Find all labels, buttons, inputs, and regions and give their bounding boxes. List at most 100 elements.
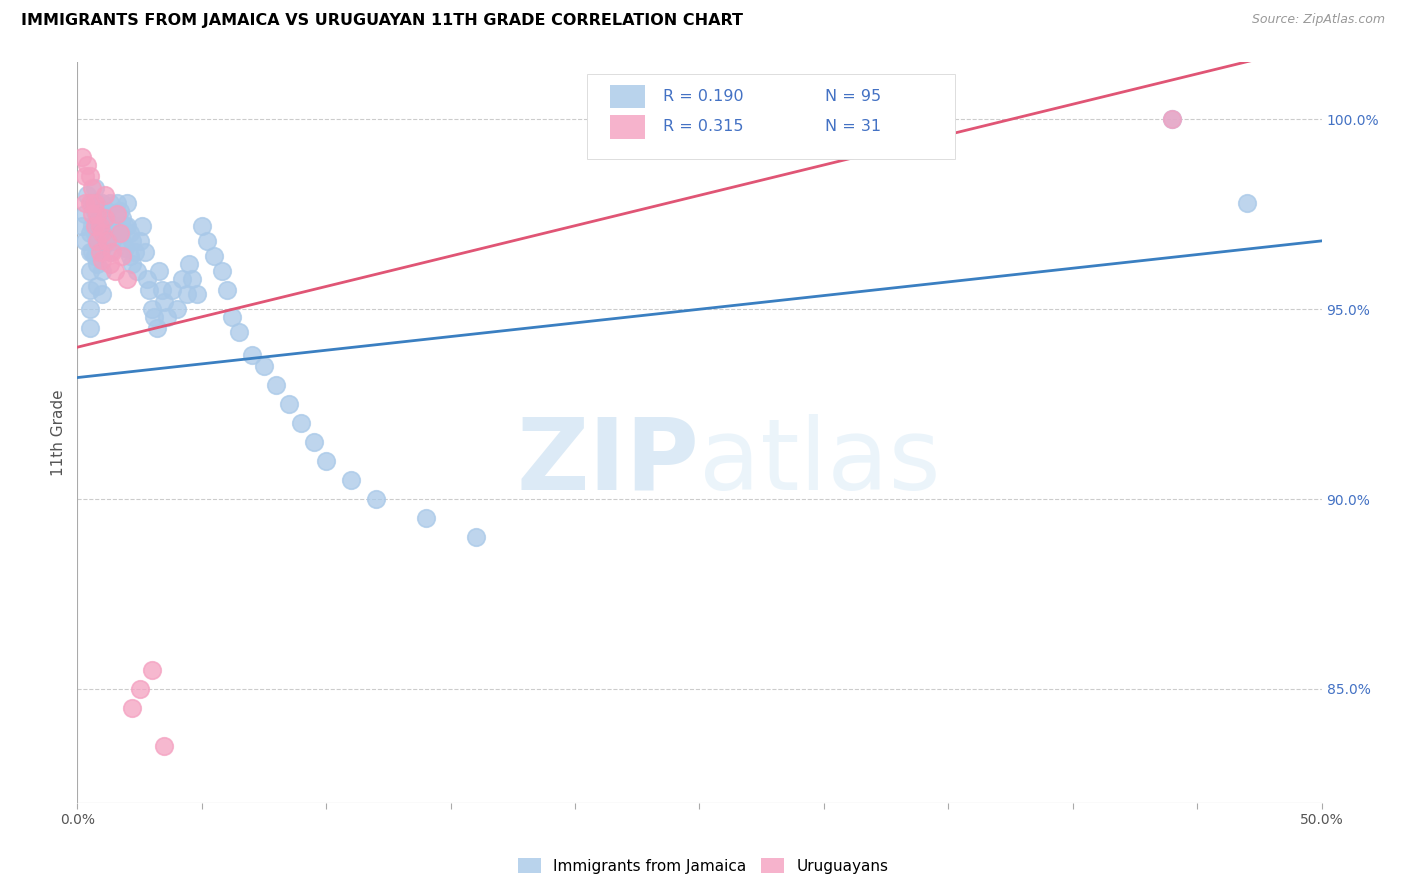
Text: Source: ZipAtlas.com: Source: ZipAtlas.com xyxy=(1251,13,1385,27)
Point xyxy=(121,257,143,271)
Point xyxy=(131,219,153,233)
Point xyxy=(82,207,104,221)
Point xyxy=(277,397,299,411)
Point xyxy=(105,207,128,221)
Point xyxy=(121,701,143,715)
Point xyxy=(89,227,111,241)
Point xyxy=(125,264,148,278)
Point xyxy=(98,245,121,260)
FancyBboxPatch shape xyxy=(610,115,645,138)
Point xyxy=(340,473,363,487)
Point xyxy=(148,264,170,278)
Point xyxy=(76,158,98,172)
Point xyxy=(176,287,198,301)
Point xyxy=(93,211,115,226)
Point xyxy=(364,491,387,506)
Point xyxy=(195,234,218,248)
Point xyxy=(89,245,111,260)
Point xyxy=(79,283,101,297)
Point xyxy=(91,264,114,278)
Point xyxy=(160,283,183,297)
Point xyxy=(86,234,108,248)
Text: atlas: atlas xyxy=(700,414,941,511)
Point xyxy=(79,321,101,335)
Point xyxy=(170,272,193,286)
Point xyxy=(98,257,121,271)
Point xyxy=(108,203,131,218)
Point xyxy=(91,287,114,301)
Point xyxy=(215,283,238,297)
Point xyxy=(93,211,115,226)
Point xyxy=(91,219,114,233)
Point xyxy=(83,219,105,233)
Point xyxy=(73,169,96,184)
Point xyxy=(111,234,134,248)
Point xyxy=(101,245,124,260)
Point xyxy=(138,283,160,297)
Text: N = 31: N = 31 xyxy=(825,120,882,135)
Point xyxy=(464,530,486,544)
Point xyxy=(111,249,134,263)
Point xyxy=(315,454,337,468)
Text: R = 0.190: R = 0.190 xyxy=(664,89,744,104)
Point xyxy=(89,245,111,260)
Point xyxy=(73,207,96,221)
Point xyxy=(86,279,108,293)
Point xyxy=(180,272,202,286)
Point xyxy=(141,302,163,317)
Text: R = 0.315: R = 0.315 xyxy=(664,120,744,135)
Point xyxy=(79,264,101,278)
Point xyxy=(134,245,156,260)
Point xyxy=(108,227,131,241)
Text: IMMIGRANTS FROM JAMAICA VS URUGUAYAN 11TH GRADE CORRELATION CHART: IMMIGRANTS FROM JAMAICA VS URUGUAYAN 11T… xyxy=(21,13,744,29)
Point xyxy=(82,195,104,210)
Point xyxy=(114,242,136,256)
Point xyxy=(153,739,176,753)
Point xyxy=(79,169,101,184)
Legend: Immigrants from Jamaica, Uruguayans: Immigrants from Jamaica, Uruguayans xyxy=(512,852,894,880)
Point xyxy=(118,249,141,263)
Point xyxy=(191,219,214,233)
Point xyxy=(105,219,128,233)
Point xyxy=(73,195,96,210)
Point xyxy=(86,257,108,271)
Point xyxy=(221,310,243,324)
Point xyxy=(124,245,146,260)
Point xyxy=(115,272,138,286)
Point xyxy=(136,272,159,286)
Point xyxy=(104,264,127,278)
Point xyxy=(153,294,176,309)
Point xyxy=(79,195,101,210)
Point xyxy=(82,180,104,194)
Point xyxy=(290,416,312,430)
Point xyxy=(79,245,101,260)
Point xyxy=(1236,195,1258,210)
Point xyxy=(72,219,94,233)
Y-axis label: 11th Grade: 11th Grade xyxy=(51,389,66,476)
Point xyxy=(101,234,124,248)
Point xyxy=(72,150,94,164)
Point xyxy=(211,264,233,278)
Point xyxy=(156,310,179,324)
Point xyxy=(302,435,325,450)
FancyBboxPatch shape xyxy=(610,85,645,108)
Point xyxy=(83,195,105,210)
Point xyxy=(76,188,98,202)
Point xyxy=(98,195,121,210)
Point xyxy=(128,234,150,248)
Point xyxy=(179,257,201,271)
Point xyxy=(86,207,108,221)
Point xyxy=(1161,112,1184,127)
Point xyxy=(415,511,437,525)
Text: ZIP: ZIP xyxy=(516,414,700,511)
Point xyxy=(115,219,138,233)
Point xyxy=(73,234,96,248)
Point xyxy=(83,227,105,241)
Point xyxy=(86,195,108,210)
Point xyxy=(79,302,101,317)
Point xyxy=(93,188,115,202)
Point xyxy=(228,325,250,339)
Point xyxy=(82,245,104,260)
Point xyxy=(83,203,105,218)
Point xyxy=(83,249,105,263)
